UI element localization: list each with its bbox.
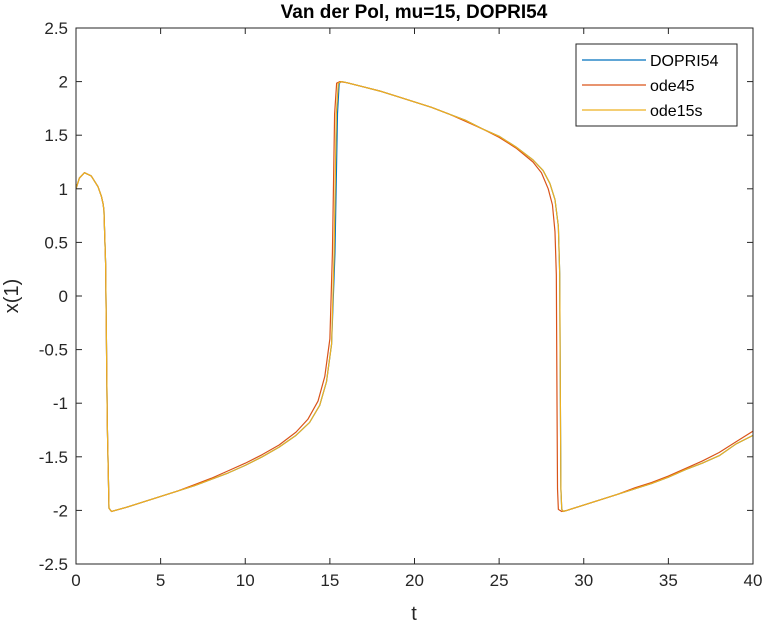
x-tick-label: 20	[405, 571, 424, 590]
y-tick-label: 2	[59, 73, 68, 92]
x-tick-label: 10	[236, 571, 255, 590]
y-tick-label: -1.5	[39, 448, 68, 467]
y-tick-label: -1	[53, 394, 68, 413]
x-tick-label: 15	[320, 571, 339, 590]
x-tick-label: 0	[71, 571, 80, 590]
ticks-layer: 0 5 10 15 20 25 30 35 40 -2.5 -2 -1.5 -1 -0.5 0 0.5 1 1.5…	[39, 19, 763, 590]
y-tick-label: 1	[59, 180, 68, 199]
series-line-ode15s	[75, 80, 754, 513]
y-tick-label: -2	[53, 501, 68, 520]
x-tick-label: 5	[156, 571, 165, 590]
y-tick-label: 0.5	[44, 233, 68, 252]
x-tick-label: 25	[490, 571, 509, 590]
legend-label-ode15s: ode15s	[650, 103, 703, 120]
x-tick-label: 35	[659, 571, 678, 590]
y-tick-label: 0	[59, 287, 68, 306]
y-tick-label: 2.5	[44, 19, 68, 38]
series-layer	[75, 80, 754, 513]
x-tick-label: 30	[574, 571, 593, 590]
legend-label-dopri54: DOPRI54	[650, 53, 719, 70]
y-tick-label: -2.5	[39, 555, 68, 574]
y-axis-label: x(1)	[1, 279, 23, 313]
y-tick-label: 1.5	[44, 126, 68, 145]
x-tick-label: 40	[744, 571, 763, 590]
legend-label-ode45: ode45	[650, 78, 695, 95]
legend: DOPRI54 ode45 ode15s	[575, 43, 738, 127]
x-axis-label: t	[411, 603, 417, 625]
y-tick-label: -0.5	[39, 341, 68, 360]
chart-title: Van der Pol, mu=15, DOPRI54	[281, 2, 548, 23]
